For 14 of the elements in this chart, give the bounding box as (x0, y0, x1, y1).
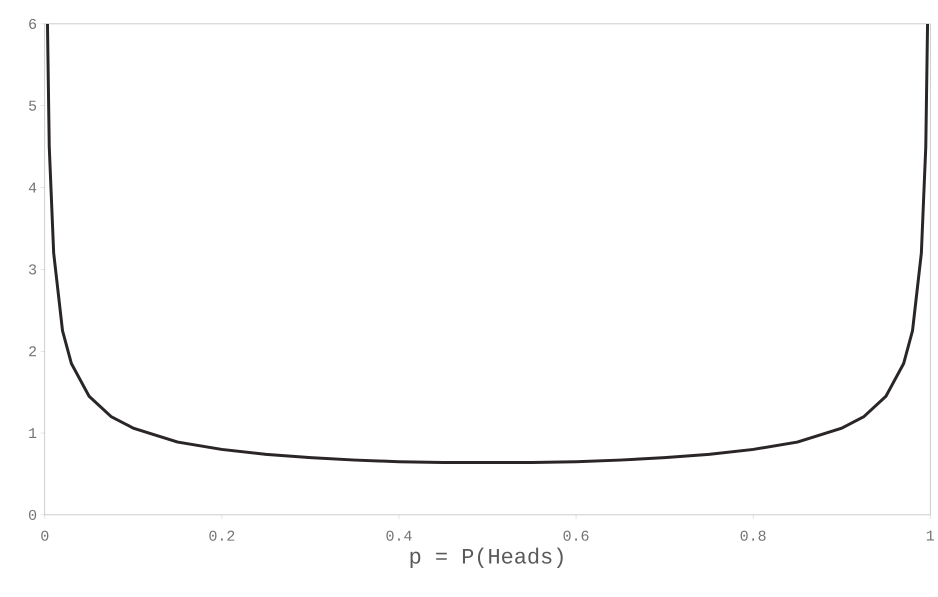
x-tick-label: 1 (926, 530, 934, 541)
y-tick-label: 0 (28, 510, 36, 520)
x-tick-label: 0.6 (564, 530, 589, 541)
x-tick-label: 0.4 (386, 530, 412, 541)
x-tick-label: 0.8 (740, 530, 766, 541)
y-tick-label: 6 (29, 19, 36, 30)
y-tick-label: 2 (29, 346, 36, 356)
x-tick-label: 0 (41, 530, 48, 541)
y-tick-label: 3 (29, 264, 36, 275)
x-axis-title: p = P(Heads) (410, 548, 563, 568)
y-tick-label: 1 (29, 428, 36, 438)
y-tick-label: 4 (28, 182, 36, 193)
y-tick-label: 5 (29, 100, 36, 111)
x-tick-label: 0.2 (209, 530, 234, 541)
